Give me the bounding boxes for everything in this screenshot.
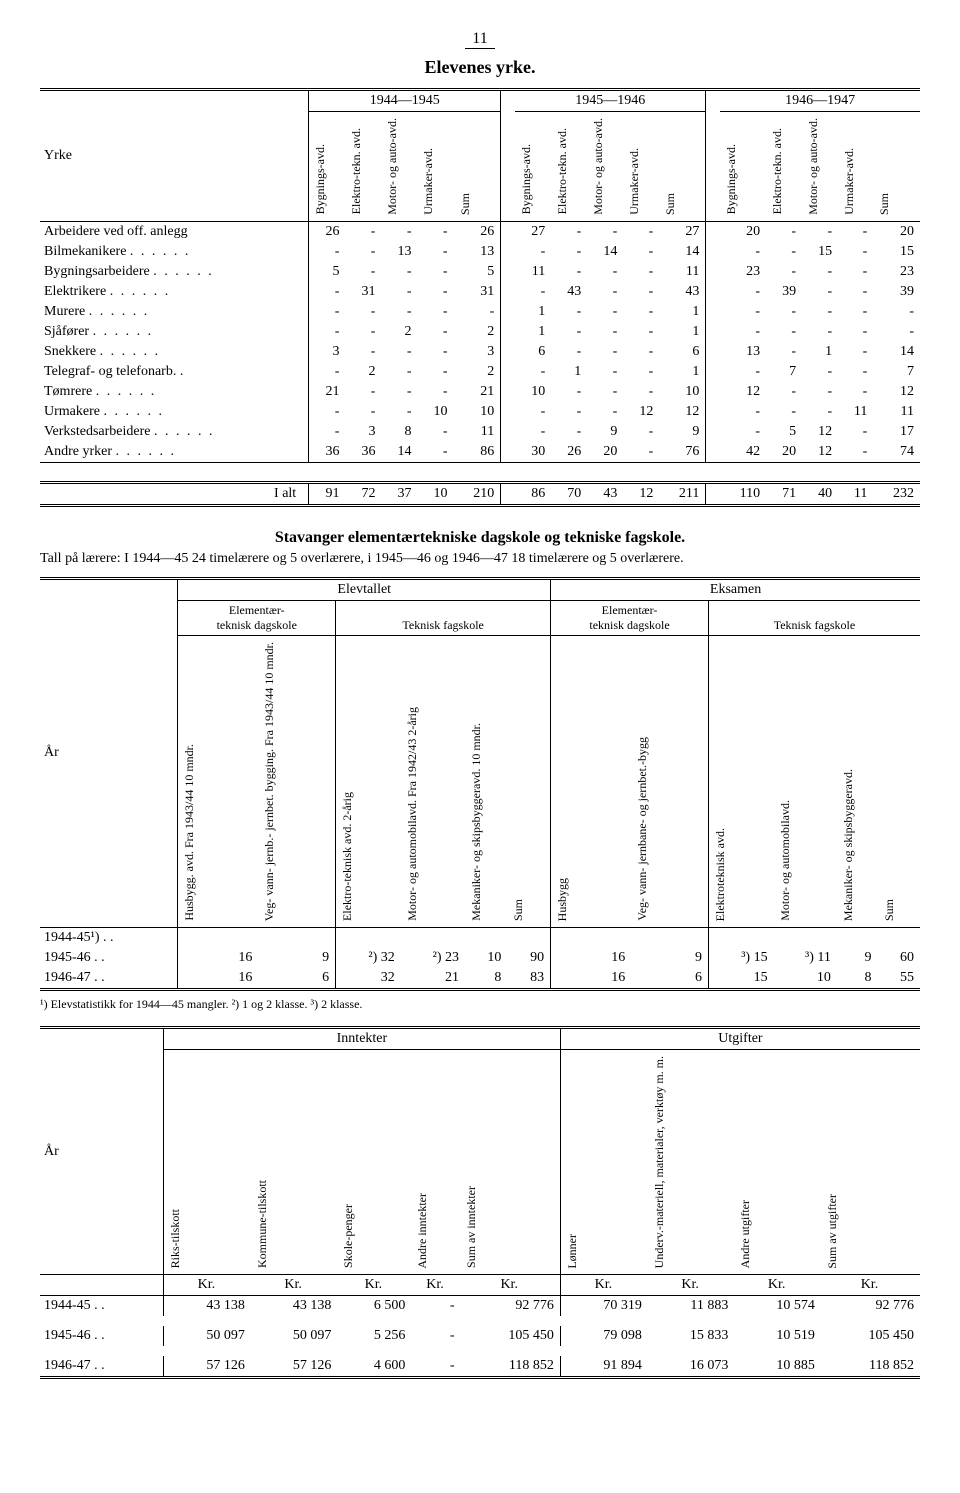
- table2-footnote: ¹) Elevstatistikk for 1944—45 mangler. ²…: [40, 997, 920, 1012]
- page-number: 11: [465, 30, 495, 49]
- section2-intro: Tall på lærere: I 1944—45 24 timelærere …: [40, 551, 920, 567]
- section2-heading: Stavanger elementærtekniske dagskole og …: [40, 529, 920, 547]
- table-inntekter-utgifter: ÅrInntekterUtgifterRiks-tilskottKommune-…: [40, 1026, 920, 1379]
- table-elevtallet-eksamen: ÅrElevtalletEksamenElementær-teknisk dag…: [40, 577, 920, 991]
- table-elevenes-yrke: Yrke1944—19451945—19461946—1947Bygnings-…: [40, 88, 920, 507]
- table1-title: Elevenes yrke.: [40, 57, 920, 78]
